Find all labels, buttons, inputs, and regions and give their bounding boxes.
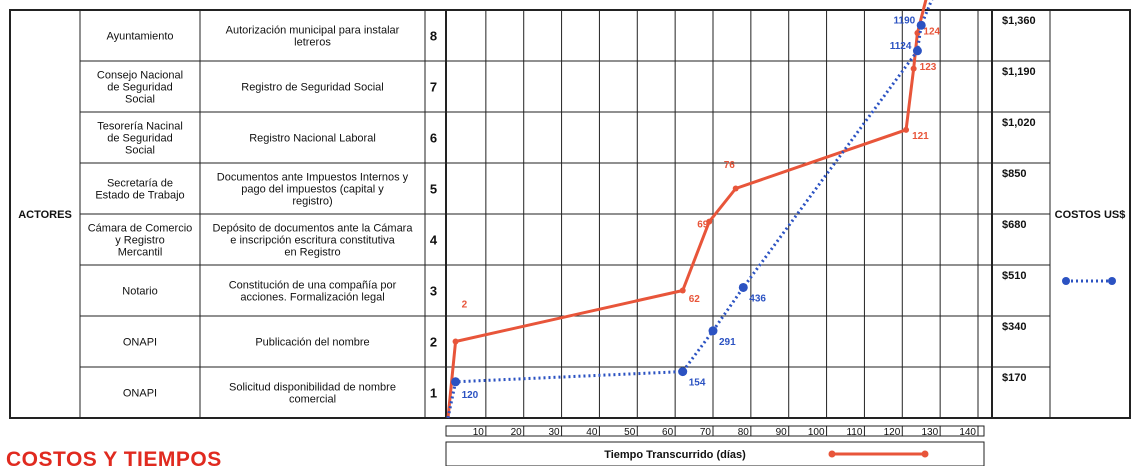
grid-layer [446, 10, 992, 418]
series-line-cost [446, 0, 934, 419]
step-number: 1 [430, 386, 437, 401]
x-tick-label: 90 [776, 427, 788, 438]
costs-header: COSTOS US$ [1055, 209, 1126, 221]
tick-row-frame [445, 425, 985, 437]
series-point-time [679, 287, 686, 294]
x-tick-label: 110 [846, 427, 862, 438]
legend-time-dot [828, 450, 836, 458]
x-tick-label: 70 [700, 427, 712, 438]
outer-border [9, 9, 1131, 419]
series-line-time [446, 0, 928, 419]
data-label-cost: 1124 [890, 41, 912, 52]
process-label: Autorización municipal para instalar letr… [226, 25, 400, 49]
data-label-time: 2 [462, 299, 468, 310]
series-point-cost [916, 20, 926, 30]
data-label-time: 69 [697, 220, 709, 231]
x-tick-label: 30 [548, 427, 560, 438]
series-point-cost [451, 377, 461, 387]
series-point-cost [708, 326, 718, 336]
x-tick-label: 60 [662, 427, 674, 438]
process-label: Publicación del nombre [255, 337, 369, 349]
rows-layer: Ayuntamiento Autorización municipal para … [80, 15, 1050, 406]
x-tick-label: 10 [473, 427, 485, 438]
process-label: Registro de Seguridad Social [241, 82, 383, 94]
series-point-cost [912, 46, 922, 56]
actors-header: ACTORES [18, 209, 72, 221]
process-label: Documentos ante Impuestos Internos y pago… [217, 172, 409, 208]
x-axis: 10 20 30 40 50 60 70 80 90 100 110 120 130 140 [445, 425, 985, 438]
step-number: 6 [430, 131, 437, 146]
x-tick-label: 120 [884, 427, 901, 438]
data-label-cost: 120 [462, 390, 479, 401]
x-tick-label: 130 [921, 427, 938, 438]
series-point-cost [678, 367, 688, 377]
cost-label: $170 [1002, 372, 1026, 384]
process-label: Solicitud disponibilidad de nombre comerc… [229, 382, 396, 406]
series-point-time [452, 338, 459, 345]
step-number: 7 [430, 80, 437, 95]
step-number: 4 [430, 233, 438, 248]
actor-label: Secretaría de Estado de Trabajo [95, 178, 184, 202]
cost-label: $680 [1002, 219, 1026, 231]
cost-label: $1,360 [1002, 15, 1036, 27]
x-axis-label: Tiempo Transcurrido (días) [604, 449, 746, 461]
x-tick-label: 20 [511, 427, 523, 438]
series-point-time [706, 218, 713, 225]
step-number: 2 [430, 335, 437, 350]
data-label-time: 124 [923, 26, 940, 37]
actor-label: Notario [122, 286, 157, 298]
data-label-time: 121 [912, 131, 929, 142]
process-label: Constitución de una compañía por acciones… [229, 280, 397, 304]
cost-label: $1,190 [1002, 66, 1036, 78]
series-point-time [910, 65, 917, 72]
data-label-time: 76 [724, 160, 736, 171]
actor-label: Cámara de Comercio y Registro Mercantil [88, 223, 193, 259]
series-point-time [903, 126, 910, 133]
page-title: COSTOS Y TIEMPOS [6, 448, 222, 471]
x-axis-label-box: Tiempo Transcurrido (días) [445, 441, 985, 466]
series-layer: 2626976121123124129120154291436112411901… [446, 0, 941, 419]
x-tick-label: 80 [738, 427, 750, 438]
cost-label: $1,020 [1002, 117, 1036, 129]
x-tick-label: 50 [624, 427, 636, 438]
x-label-frame [445, 441, 985, 466]
data-label-time: 62 [689, 294, 701, 305]
series-point-time [732, 185, 739, 192]
data-label-cost: 436 [749, 293, 766, 304]
x-tick-label: 100 [808, 427, 825, 438]
process-label: Registro Nacional Laboral [249, 133, 376, 145]
data-label-cost: 1190 [894, 15, 916, 26]
actor-label: ONAPI [123, 337, 157, 349]
step-number: 5 [430, 182, 437, 197]
x-tick-label: 40 [586, 427, 598, 438]
actor-label: Consejo Nacional de Seguridad Social [97, 70, 183, 106]
legend-cost-dot [1108, 277, 1116, 285]
cost-label: $510 [1002, 270, 1026, 282]
data-label-time: 123 [920, 62, 937, 73]
cost-label: $340 [1002, 321, 1026, 333]
legend-cost-dot [1062, 277, 1070, 285]
x-tick-label: 140 [959, 427, 976, 438]
data-label-cost: 291 [719, 337, 736, 348]
series-point-cost [738, 282, 748, 292]
legend-time-dot [921, 450, 929, 458]
legend-cost [1062, 277, 1116, 285]
chart-frame [9, 9, 1131, 419]
data-label-cost: 154 [689, 378, 706, 389]
cost-label: $850 [1002, 168, 1026, 180]
step-number: 3 [430, 284, 437, 299]
process-label: Depósito de documentos ante la Cámara e i… [213, 223, 414, 259]
actor-label: ONAPI [123, 388, 157, 400]
actor-label: Ayuntamiento [106, 31, 173, 43]
actor-label: Tesorería Nacinal de Seguridad Social [97, 121, 183, 157]
step-number: 8 [430, 29, 437, 44]
